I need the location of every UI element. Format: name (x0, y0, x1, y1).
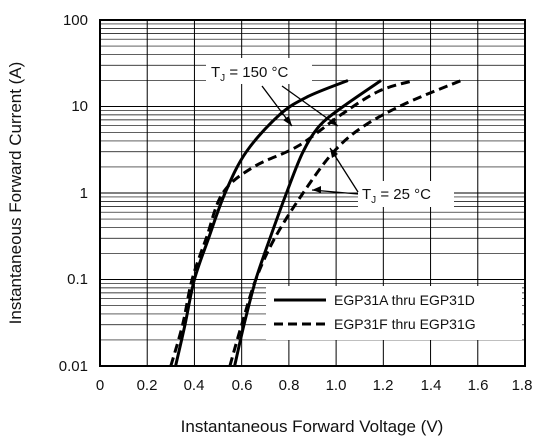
arrow-head (312, 186, 321, 193)
x-tick-labels: 0 0.2 0.4 0.6 0.8 1.0 1.2 1.4 1.6 1.8 (96, 377, 533, 394)
annotation-sub: J (371, 195, 376, 206)
x-tick-label: 1.0 (326, 377, 347, 394)
x-tick-label: 0.8 (279, 377, 300, 394)
plot-frame (99, 19, 526, 367)
annotation-background (358, 181, 454, 207)
y-tick-label: 10 (71, 98, 88, 115)
legend-label: EGP31A thru EGP31D (334, 292, 475, 308)
series-line-egp31a-d-25c (233, 79, 382, 367)
y-tick-label: 0.1 (67, 271, 88, 288)
annotation-sub: J (220, 73, 225, 84)
arrow-head (330, 148, 338, 158)
annotation-t: T (211, 64, 220, 81)
annotation-tj-25: TJ = 25 °C (311, 147, 454, 207)
arrow-line (281, 85, 339, 127)
arrow-head (328, 118, 338, 126)
annotation-rest: = 25 °C (376, 186, 431, 203)
x-tick-label: 1.4 (421, 377, 442, 394)
x-tick-label: 0.2 (137, 377, 158, 394)
y-tick-label: 0.01 (59, 358, 88, 375)
annotation-rest: = 150 °C (225, 64, 288, 81)
legend-label: EGP31F thru EGP31G (334, 316, 476, 332)
x-tick-label: 1.2 (373, 377, 394, 394)
legend: EGP31A thru EGP31D EGP31F thru EGP31G (266, 286, 522, 340)
legend-background (266, 286, 522, 340)
series-line-egp31f-g-150c (169, 79, 415, 367)
x-tick-label: 1.8 (512, 377, 533, 394)
arrow-head (283, 116, 292, 126)
y-tick-labels: 0.01 0.1 1 10 100 (59, 12, 88, 375)
annotation-background (206, 58, 312, 84)
x-axis-title: Instantaneous Forward Voltage (V) (181, 417, 444, 436)
annotation-t: T (362, 186, 371, 203)
series-line-egp31a-d-150c (174, 79, 349, 367)
annotation-tj-150: TJ = 150 °C (206, 58, 339, 127)
x-tick-label: 0.4 (184, 377, 205, 394)
x-tick-label: 0.6 (232, 377, 253, 394)
y-axis-title: Instantaneous Forward Current (A) (6, 62, 25, 325)
series-group (169, 79, 462, 367)
annotation-label: TJ = 25 °C (362, 186, 431, 206)
annotation-label: TJ = 150 °C (211, 64, 288, 84)
x-tick-label: 1.6 (468, 377, 489, 394)
x-tick-label: 0 (96, 377, 104, 394)
y-tick-label: 100 (63, 12, 88, 29)
series-line-egp31f-g-25c (228, 79, 462, 367)
y-tick-label: 1 (80, 185, 88, 202)
